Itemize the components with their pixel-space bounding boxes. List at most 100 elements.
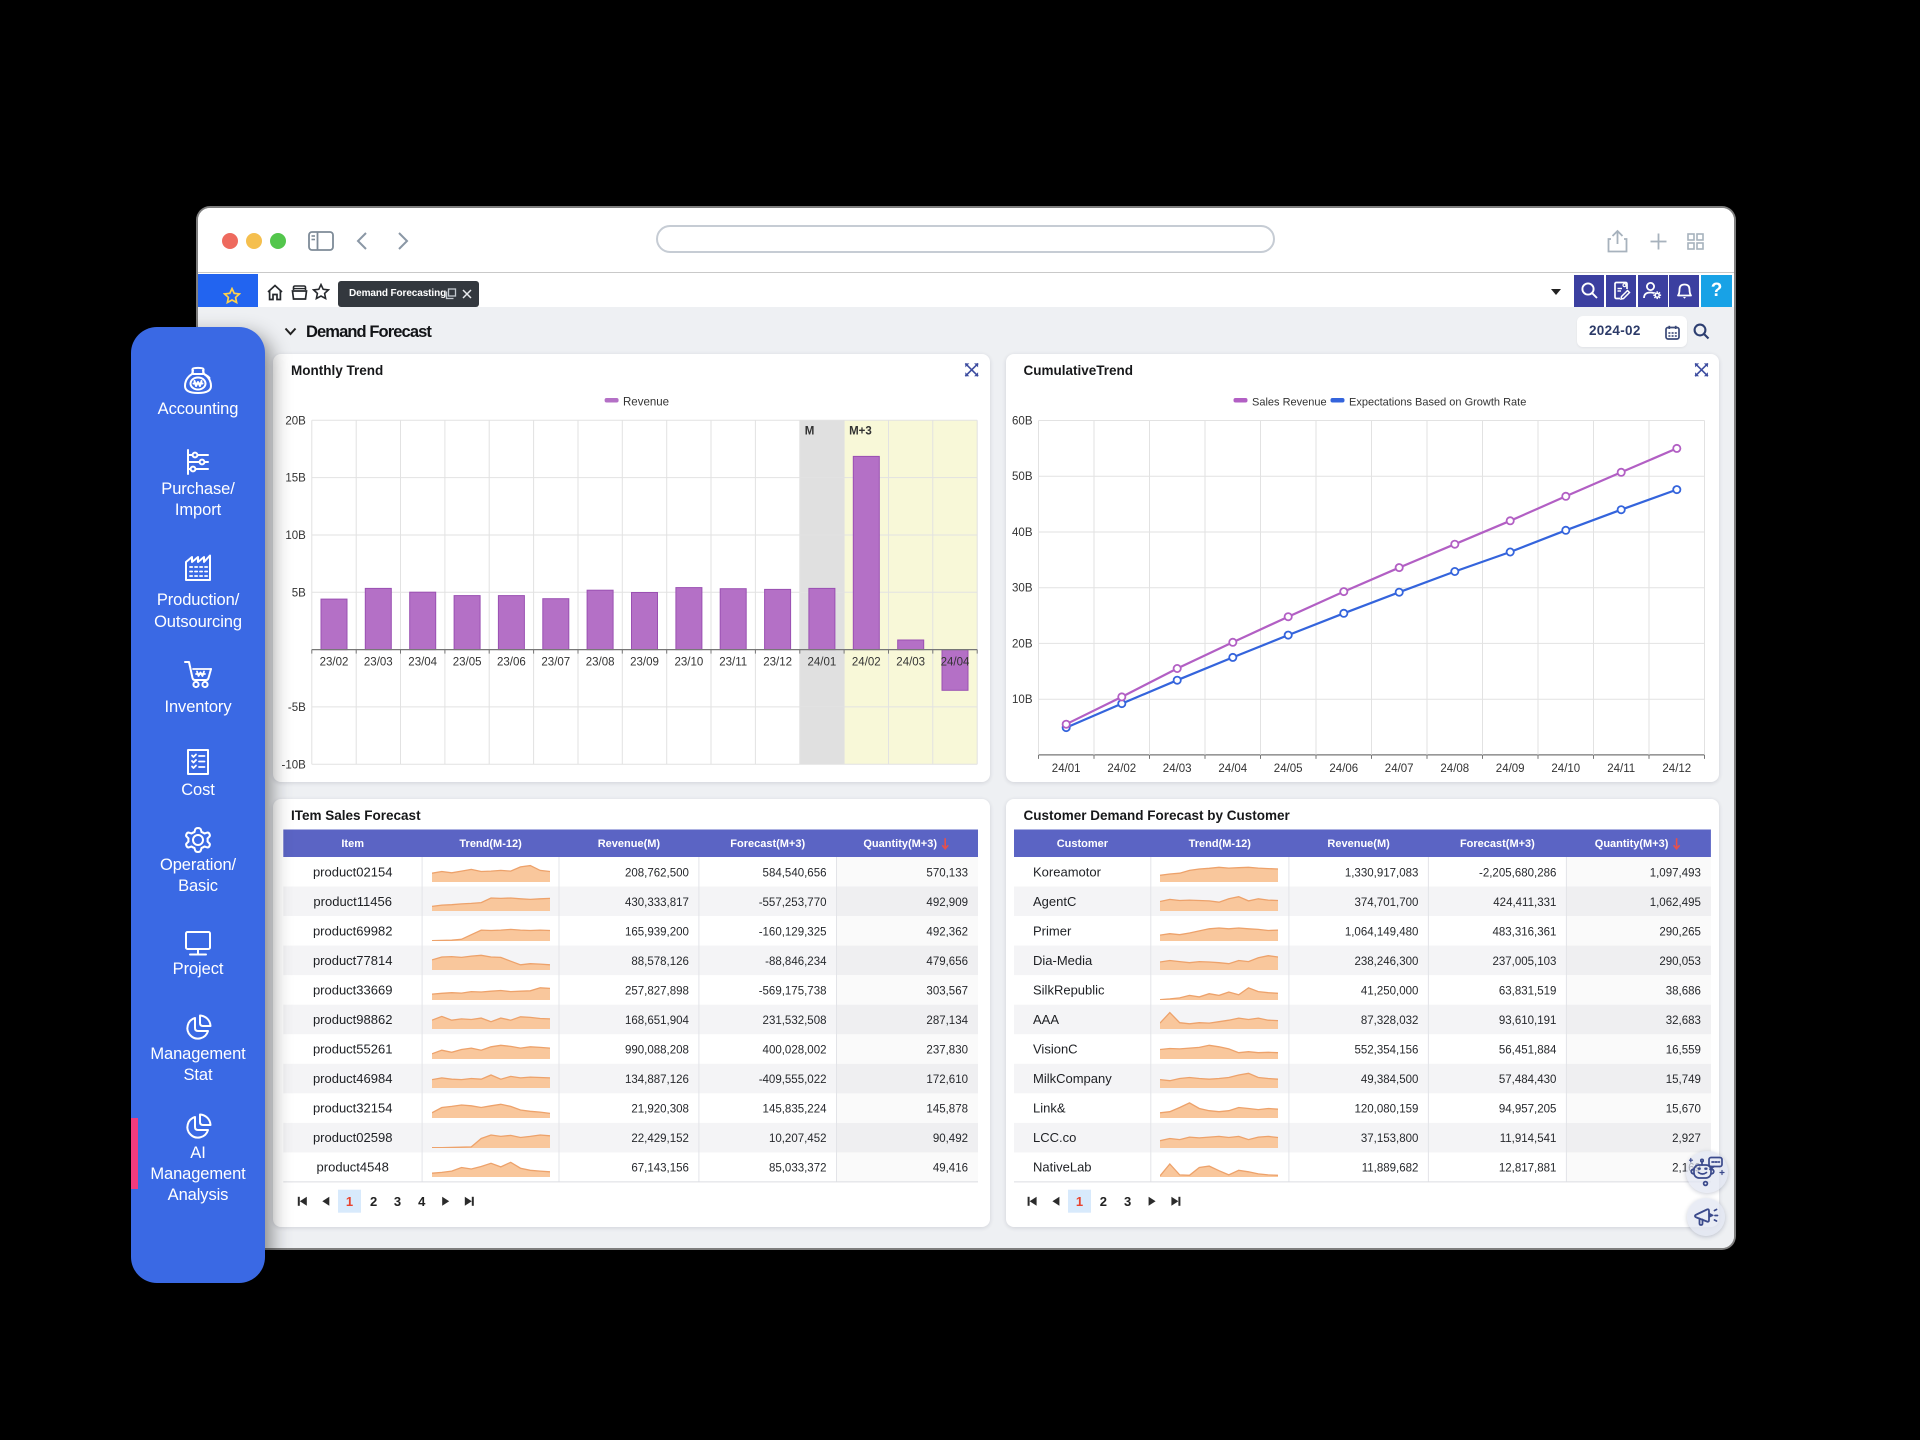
svg-text:23/05: 23/05 [453, 656, 482, 668]
svg-text:15,749: 15,749 [1665, 1074, 1700, 1086]
svg-text:NativeLab: NativeLab [1033, 1159, 1092, 1174]
svg-text:product69982: product69982 [313, 923, 393, 938]
svg-text:Expectations Based on Growth R: Expectations Based on Growth Rate [1349, 396, 1526, 408]
svg-text:23/04: 23/04 [408, 656, 437, 668]
svg-text:1: 1 [346, 1193, 353, 1208]
svg-text:85,033,372: 85,033,372 [769, 1162, 827, 1174]
svg-text:172,610: 172,610 [926, 1074, 968, 1086]
svg-text:Sales Revenue: Sales Revenue [1252, 396, 1327, 408]
svg-text:16,559: 16,559 [1665, 1044, 1700, 1056]
svg-text:238,246,300: 238,246,300 [1354, 956, 1418, 968]
svg-text:23/10: 23/10 [675, 656, 704, 668]
svg-text:AgentC: AgentC [1033, 893, 1076, 908]
svg-text:93,610,191: 93,610,191 [1498, 1015, 1556, 1027]
svg-text:Customer: Customer [1056, 838, 1108, 850]
svg-text:2: 2 [370, 1193, 377, 1208]
svg-text:257,827,898: 257,827,898 [625, 985, 689, 997]
svg-text:400,028,002: 400,028,002 [763, 1044, 827, 1056]
svg-text:product11456: product11456 [313, 893, 392, 908]
svg-text:-569,175,738: -569,175,738 [759, 985, 827, 997]
svg-text:24/06: 24/06 [1329, 762, 1358, 774]
svg-text:-160,129,325: -160,129,325 [759, 926, 827, 938]
svg-text:3: 3 [1123, 1193, 1130, 1208]
svg-text:SilkRepublic: SilkRepublic [1033, 982, 1105, 997]
svg-text:24/02: 24/02 [852, 656, 881, 668]
svg-text:Quantity(M+3): Quantity(M+3) [863, 838, 937, 850]
svg-text:90,492: 90,492 [933, 1133, 968, 1145]
svg-text:Primer: Primer [1033, 923, 1072, 938]
svg-text:20B: 20B [1012, 638, 1033, 650]
svg-text:30B: 30B [1012, 582, 1033, 594]
svg-text:11,914,541: 11,914,541 [1499, 1133, 1556, 1145]
svg-text:LCC.co: LCC.co [1033, 1130, 1076, 1145]
svg-text:product02598: product02598 [313, 1130, 393, 1145]
svg-text:49,384,500: 49,384,500 [1360, 1074, 1418, 1086]
svg-text:60B: 60B [1012, 415, 1033, 427]
svg-text:Link&: Link& [1033, 1100, 1066, 1115]
svg-text:990,088,208: 990,088,208 [625, 1044, 689, 1056]
svg-text:Koreamotor: Koreamotor [1033, 864, 1102, 879]
svg-text:23/09: 23/09 [630, 656, 659, 668]
svg-text:Quantity(M+3): Quantity(M+3) [1594, 838, 1668, 850]
svg-text:430,333,817: 430,333,817 [625, 896, 689, 908]
svg-text:23/06: 23/06 [497, 656, 526, 668]
svg-text:49,416: 49,416 [933, 1162, 968, 1174]
svg-text:50B: 50B [1012, 471, 1033, 483]
svg-text:570,133: 570,133 [926, 867, 968, 879]
svg-text:Revenue(M): Revenue(M) [1327, 838, 1390, 850]
svg-text:24/04: 24/04 [941, 656, 970, 668]
svg-text:-88,846,234: -88,846,234 [765, 956, 827, 968]
svg-text:1,062,495: 1,062,495 [1649, 896, 1700, 908]
svg-text:product98862: product98862 [313, 1012, 393, 1027]
svg-text:1,097,493: 1,097,493 [1649, 867, 1700, 879]
svg-text:product32154: product32154 [313, 1100, 393, 1115]
svg-text:237,005,103: 237,005,103 [1492, 956, 1556, 968]
svg-text:63,831,519: 63,831,519 [1498, 985, 1556, 997]
svg-text:208,762,500: 208,762,500 [625, 867, 689, 879]
svg-text:24/12: 24/12 [1662, 762, 1691, 774]
svg-text:Revenue(M): Revenue(M) [598, 838, 661, 850]
svg-text:10,207,452: 10,207,452 [769, 1133, 827, 1145]
svg-text:120,080,159: 120,080,159 [1354, 1103, 1418, 1115]
svg-text:Trend(M-12): Trend(M-12) [459, 838, 522, 850]
svg-text:24/02: 24/02 [1107, 762, 1136, 774]
svg-text:24/05: 24/05 [1273, 762, 1302, 774]
svg-text:-557,253,770: -557,253,770 [759, 896, 827, 908]
svg-text:41,250,000: 41,250,000 [1360, 985, 1418, 997]
svg-text:21,920,308: 21,920,308 [631, 1103, 689, 1115]
svg-text:product55261: product55261 [313, 1041, 393, 1056]
svg-text:23/11: 23/11 [719, 656, 747, 668]
svg-text:40B: 40B [1012, 527, 1033, 539]
svg-text:38,686: 38,686 [1665, 985, 1700, 997]
svg-text:10B: 10B [1012, 694, 1033, 706]
svg-text:2: 2 [1099, 1193, 1106, 1208]
svg-text:479,656: 479,656 [926, 956, 968, 968]
svg-text:product4548: product4548 [317, 1159, 389, 1174]
svg-text:3: 3 [394, 1193, 401, 1208]
svg-text:374,701,700: 374,701,700 [1354, 896, 1418, 908]
svg-text:2,927: 2,927 [1672, 1133, 1701, 1145]
svg-text:287,134: 287,134 [926, 1015, 968, 1027]
svg-text:483,316,361: 483,316,361 [1492, 926, 1556, 938]
svg-text:134,887,126: 134,887,126 [625, 1074, 689, 1086]
svg-text:23/03: 23/03 [364, 656, 393, 668]
svg-text:168,651,904: 168,651,904 [625, 1015, 690, 1027]
svg-text:5B: 5B [292, 587, 306, 599]
svg-text:88,578,126: 88,578,126 [631, 956, 689, 968]
svg-text:MilkCompany: MilkCompany [1033, 1071, 1112, 1086]
svg-text:584,540,656: 584,540,656 [763, 867, 827, 879]
svg-text:Forecast(M+3): Forecast(M+3) [1459, 838, 1534, 850]
svg-text:57,484,430: 57,484,430 [1498, 1074, 1556, 1086]
svg-text:24/10: 24/10 [1551, 762, 1580, 774]
svg-text:492,909: 492,909 [926, 896, 968, 908]
svg-text:23/07: 23/07 [541, 656, 570, 668]
svg-text:AAA: AAA [1033, 1012, 1059, 1027]
svg-text:-5B: -5B [288, 701, 306, 713]
svg-text:56,451,884: 56,451,884 [1498, 1044, 1556, 1056]
svg-text:15,670: 15,670 [1665, 1103, 1700, 1115]
svg-text:23/02: 23/02 [320, 656, 349, 668]
svg-text:-2,205,680,286: -2,205,680,286 [1479, 867, 1556, 879]
svg-text:32,683: 32,683 [1665, 1015, 1700, 1027]
svg-text:15B: 15B [285, 472, 306, 484]
svg-text:24/08: 24/08 [1440, 762, 1469, 774]
